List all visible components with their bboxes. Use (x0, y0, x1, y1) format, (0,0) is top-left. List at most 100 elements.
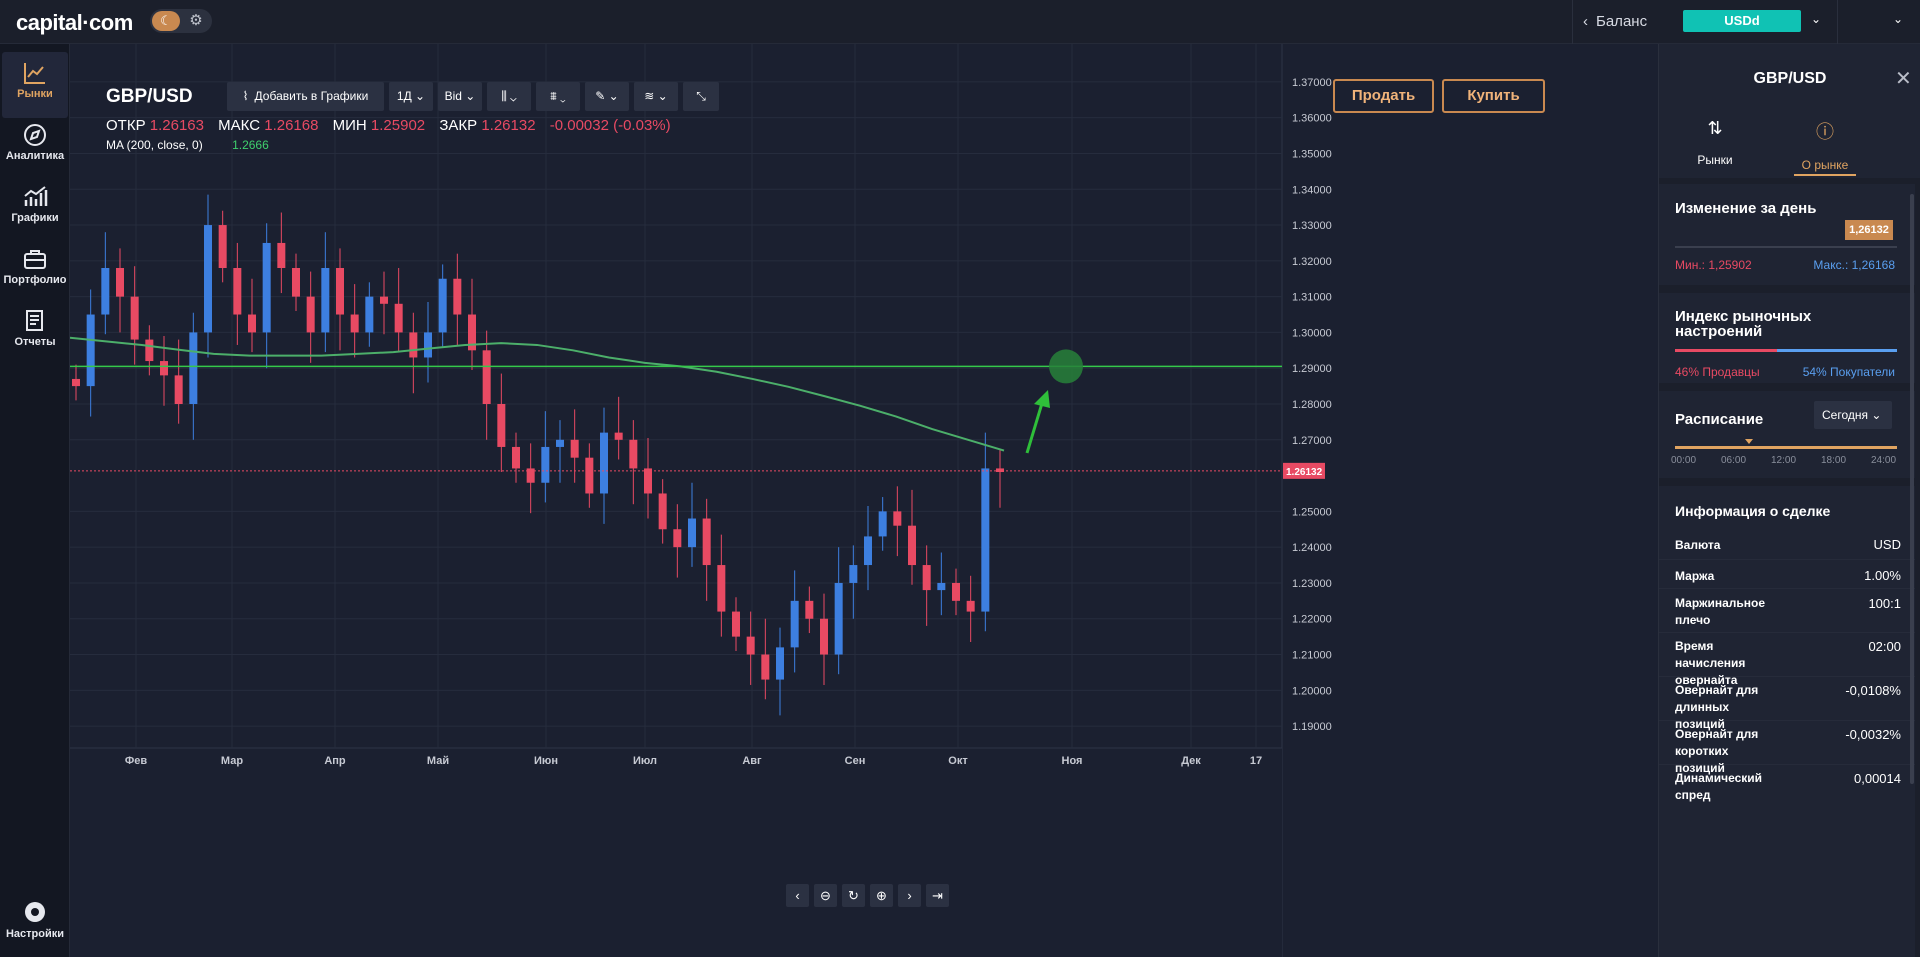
candle-body (321, 268, 330, 333)
chevron-left-icon: ‹ (795, 888, 800, 903)
layers-button[interactable]: ≋ ⌄ (634, 82, 678, 111)
tab-about[interactable]: ⓘ О рынке (1775, 118, 1875, 176)
candles-icon: ⫼ (501, 89, 507, 103)
day-change-title: Изменение за день (1675, 200, 1817, 217)
candle-body (893, 511, 902, 526)
sidebar-item-charts[interactable]: Графики (2, 176, 68, 242)
candle-body (292, 268, 300, 297)
change-value: -0.00032 (-0.03%) (549, 117, 671, 134)
sidebar-item-settings[interactable]: Настройки (2, 890, 68, 956)
add-to-charts-button[interactable]: ⌇ Добавить в Графики (227, 82, 384, 111)
y-tick-label: 1.37000 (1292, 77, 1332, 89)
sell-button[interactable]: Продать (1333, 79, 1434, 113)
sentiment-title: Индекс рыночных настроений (1675, 308, 1812, 340)
panel-scrollbar[interactable] (1910, 194, 1914, 784)
pen-icon: ✎ (595, 89, 606, 103)
deal-row-value: 100:1 (1868, 596, 1901, 611)
account-button[interactable]: USDd (1683, 10, 1801, 32)
price-chart[interactable]: 1.37000 1.36000 1.35000 1.34000 1.33000 1.320… (70, 44, 1658, 957)
scroll-right-button[interactable]: › (898, 884, 921, 907)
candle-body (746, 636, 755, 655)
close-icon[interactable]: ✕ (1895, 68, 1912, 90)
reset-button[interactable]: ↻ (842, 884, 865, 907)
now-marker (1745, 439, 1753, 444)
buy-button[interactable]: Купить (1442, 79, 1545, 113)
balance-toggle[interactable]: ‹ Баланс (1583, 13, 1647, 30)
gear-icon (25, 902, 45, 922)
ma-label: MA (200, close, 0) (106, 138, 203, 152)
sidebar-item-label: Рынки (17, 88, 53, 100)
symbol-title: GBP/USD (106, 86, 193, 107)
indicators-button[interactable]: ⩩ ⌄ (536, 82, 580, 111)
sellers-fill (1675, 349, 1778, 352)
y-tick-label: 1.36000 (1292, 113, 1332, 125)
panel-title: GBP/USD (1753, 70, 1827, 87)
x-tick-label: Окт (948, 755, 968, 767)
range-bar (1675, 246, 1897, 248)
chevron-down-icon[interactable]: ⌄ (1811, 12, 1822, 26)
candle-body (966, 600, 975, 612)
sidebar-item-markets[interactable]: Рынки (2, 52, 68, 118)
x-tick-label: Фев (125, 755, 148, 767)
deal-row-label: Овернайт для длинных позиций (1675, 683, 1759, 731)
zoom-out-button[interactable]: ⊖ (814, 884, 837, 907)
deal-row-label: Динамический спред (1675, 771, 1763, 802)
moon-icon[interactable]: ☾ (152, 11, 180, 31)
target-marker (1049, 349, 1083, 384)
window-chevron-down-icon[interactable]: ⌄ (1893, 12, 1904, 26)
candle-body (614, 432, 623, 440)
theme-toggle[interactable]: ☾ ⚙ (150, 9, 212, 33)
schedule-select[interactable]: Сегодня ⌄ (1814, 401, 1892, 429)
candle-body (761, 654, 770, 680)
sidebar-item-portfolio[interactable]: Портфолио (2, 238, 68, 304)
scroll-to-end-button[interactable]: ⇥ (926, 884, 949, 907)
tab-about-label: О рынке (1794, 158, 1856, 176)
fullscreen-button[interactable]: ⤡ (683, 82, 719, 111)
deal-row-label: Маржа (1675, 569, 1715, 583)
gear-icon[interactable]: ⚙ (189, 12, 203, 29)
sidebar-item-analytics[interactable]: Аналитика (2, 114, 68, 180)
candle-body (849, 565, 858, 583)
high-label: МАКС (218, 117, 261, 134)
price-badge: 1,26132 (1845, 220, 1893, 240)
timeframe-select[interactable]: 1Д ⌄ (389, 82, 433, 111)
candle-body (233, 268, 242, 315)
low-value: 1.25902 (370, 117, 426, 134)
candle-body (306, 296, 315, 333)
candle-body (101, 268, 110, 315)
candle-body (937, 582, 946, 591)
top-bar: capital·com ☾ ⚙ ‹ Баланс USDd ⌄ ⌄ (0, 0, 1920, 44)
collapse-icon: ⤡ (696, 89, 706, 103)
y-tick-label: 1.31000 (1292, 292, 1332, 304)
y-tick-label: 1.28000 (1292, 399, 1332, 411)
price-type-select[interactable]: Bid ⌄ (438, 82, 482, 111)
x-tick-label: Сен (845, 755, 866, 767)
chart-line-icon (24, 63, 45, 84)
candle-body (585, 457, 594, 494)
scroll-left-button[interactable]: ‹ (786, 884, 809, 907)
deal-row: Время начисления овернайта 02:00 (1659, 633, 1915, 687)
schedule-tick: 12:00 (1771, 455, 1797, 466)
y-tick-label: 1.21000 (1292, 650, 1332, 662)
y-tick-label: 1.25000 (1292, 506, 1332, 518)
sidebar-item-label: Графики (11, 212, 59, 224)
low-label: МИН (332, 117, 367, 134)
deal-row-value: -0,0032% (1845, 727, 1901, 742)
ma-value: 1.2666 (232, 138, 269, 152)
candle-body (72, 378, 80, 387)
zoom-in-button[interactable]: ⊕ (870, 884, 893, 907)
candle-body (600, 432, 608, 494)
sentiment-bar (1675, 349, 1897, 352)
open-label: ОТКР (106, 117, 146, 134)
candle-body (86, 314, 95, 387)
y-tick-label: 1.27000 (1292, 435, 1332, 447)
candle-type-button[interactable]: ⫼ ⌄ (487, 82, 531, 111)
candle-body (644, 468, 652, 494)
sidebar-item-reports[interactable]: Отчеты (2, 300, 68, 366)
tab-markets[interactable]: ⇅ Рынки (1665, 118, 1765, 167)
candle-body (453, 278, 462, 315)
drawing-tools-button[interactable]: ✎ ⌄ (585, 82, 629, 111)
close-label: ЗАКР (439, 117, 478, 134)
app-logo[interactable]: capital·com (16, 10, 133, 35)
ma-line (70, 336, 1005, 452)
